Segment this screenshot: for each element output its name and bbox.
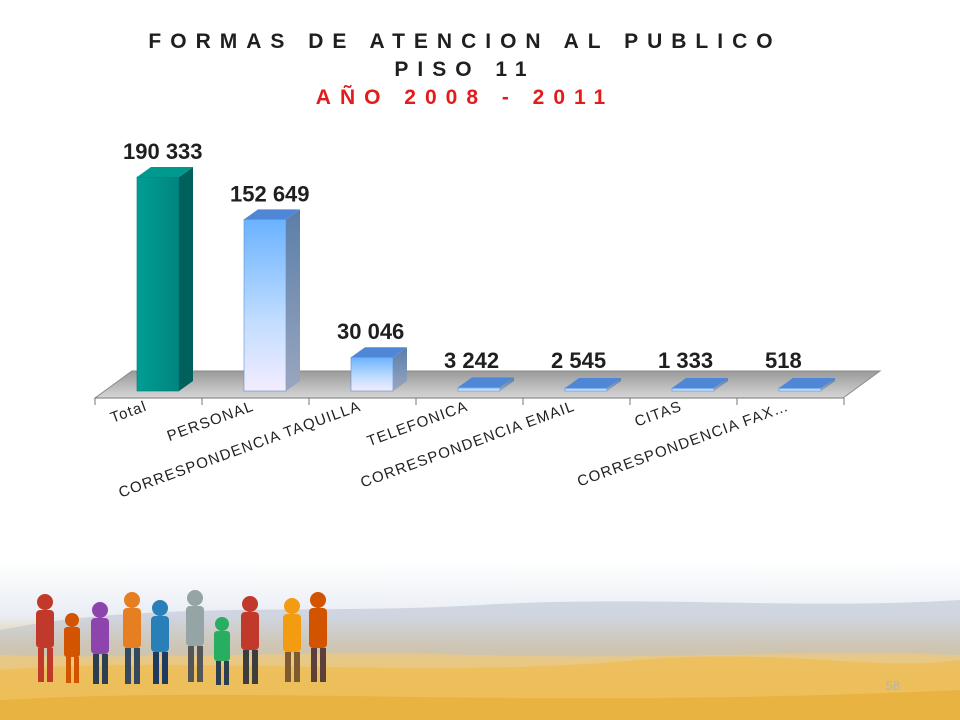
- bar-side-personal: [286, 209, 300, 391]
- value-label-citas: 1 333: [658, 348, 713, 373]
- bar-side-correspondencia-email: [607, 378, 621, 391]
- value-label-telefonica: 3 242: [444, 348, 499, 373]
- bar-top-citas: [672, 378, 728, 388]
- people-illustration: [0, 560, 960, 720]
- bar-personal: [243, 209, 300, 392]
- page-number: 58: [885, 678, 900, 693]
- people-figures: [36, 590, 327, 685]
- bar-correspondencia-fax: [778, 378, 835, 392]
- value-label-correspondencia-email: 2 545: [551, 348, 606, 373]
- bar-front-correspondencia-email: [564, 387, 608, 392]
- bar-top-correspondencia-taquilla: [351, 347, 407, 358]
- bar-front-correspondencia-fax: [778, 387, 822, 392]
- bar-front-total: [136, 176, 180, 392]
- bar-side-correspondencia-fax: [821, 378, 835, 391]
- bar-top-telefonica: [458, 377, 514, 388]
- bar-top-correspondencia-fax: [779, 378, 835, 388]
- bar-top-total: [137, 167, 193, 177]
- bar-top-personal: [244, 209, 300, 220]
- chart-title-block: FORMAS DE ATENCION AL PUBLICO PISO 11 AÑ…: [0, 28, 930, 112]
- category-label-total: Total: [108, 398, 149, 427]
- bar-front-telefonica: [457, 387, 501, 392]
- bar-correspondencia-taquilla: [350, 347, 407, 392]
- bar-side-correspondencia-taquilla: [393, 347, 407, 391]
- value-labels-group: 190 333 152 649 30 046 3 242 2 545 1 333 518: [123, 139, 802, 373]
- bars-group: [136, 167, 835, 392]
- bar-front-personal: [243, 219, 287, 392]
- category-label-citas: CITAS: [632, 398, 684, 431]
- chart-subtitle: AÑO 2008 - 2011: [315, 86, 615, 109]
- value-label-correspondencia-fax: 518: [765, 348, 802, 373]
- value-label-total: 190 333: [123, 139, 203, 164]
- bar-side-total: [179, 167, 193, 391]
- bar-telefonica: [457, 377, 514, 392]
- x-axis-ticks: [94, 398, 845, 405]
- value-label-personal: 152 649: [230, 181, 310, 206]
- bar-citas: [671, 378, 728, 392]
- bar-side-citas: [714, 378, 728, 391]
- bar-correspondencia-email: [564, 378, 621, 392]
- category-label-personal: PERSONAL: [165, 398, 257, 445]
- bar-front-correspondencia-taquilla: [350, 356, 394, 392]
- chart-title-line2: PISO 11: [394, 58, 536, 81]
- value-label-correspondencia-taquilla: 30 046: [337, 319, 404, 344]
- bar-side-telefonica: [500, 377, 514, 391]
- bar-front-citas: [671, 387, 715, 392]
- bar-total: [136, 167, 193, 392]
- bar-top-correspondencia-email: [565, 378, 621, 388]
- bar-chart: 190 333 152 649 30 046 3 242 2 545 1 333 518 T…: [93, 139, 882, 502]
- chart-title-line1: FORMAS DE ATENCION AL PUBLICO: [148, 30, 782, 53]
